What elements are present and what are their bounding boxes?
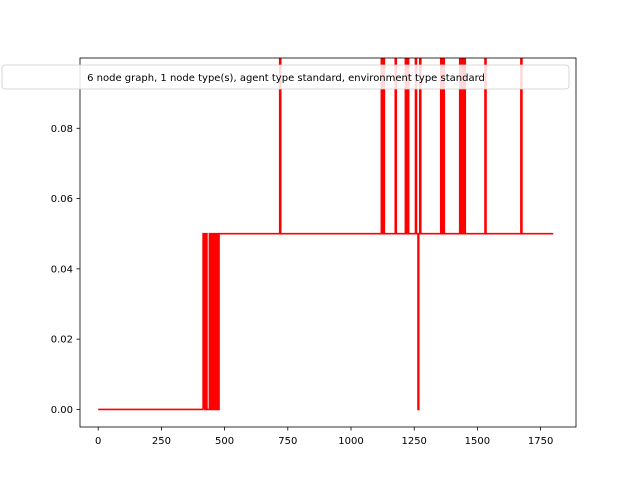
series-line-segment [202,232,220,411]
axes-frame [79,57,577,428]
x-axis: 0 250 500 750 1000 1250 1500 1750 [95,427,553,447]
x-tick-label: 0 [95,436,101,447]
series-line-segment [219,58,554,411]
y-tick-label: 0.04 [51,264,73,275]
x-tick-label: 750 [278,436,297,447]
y-tick-label: 0.08 [51,124,73,135]
y-tick-label: 0.00 [51,405,73,416]
x-tick-label: 500 [215,436,234,447]
x-tick-label: 1750 [528,436,553,447]
chart-title-box: 6 node graph, 1 node type(s), agent type… [1,64,570,90]
x-tick-label: 250 [152,436,171,447]
series-layer [98,58,554,411]
x-tick-label: 1250 [401,436,426,447]
y-tick-label: 0.02 [51,335,73,346]
chart-title: 6 node graph, 1 node type(s), agent type… [87,73,485,84]
x-tick-label: 1000 [338,436,363,447]
y-axis: 0.00 0.02 0.04 0.06 0.08 [51,124,80,416]
y-tick-label: 0.06 [51,194,73,205]
title-box-frame [1,64,570,90]
x-tick-label: 1500 [465,436,490,447]
